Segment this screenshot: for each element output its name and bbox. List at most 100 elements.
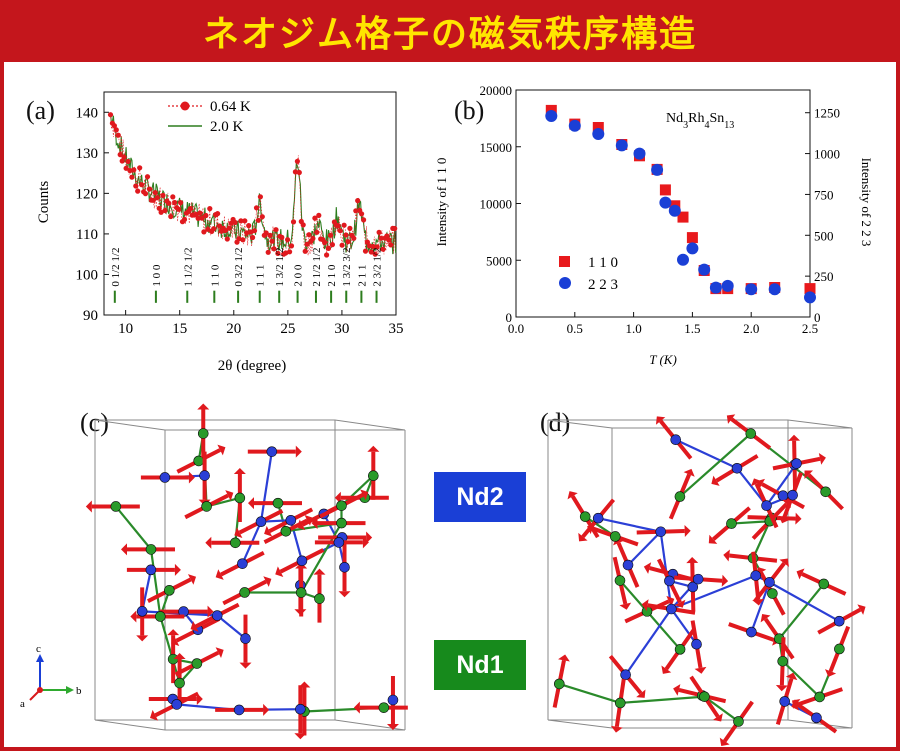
unit-cell-edge bbox=[787, 419, 853, 429]
chart-a-point bbox=[355, 198, 361, 204]
nd2-atom bbox=[664, 575, 675, 587]
spin-arrowhead bbox=[120, 543, 127, 556]
nd1-atom bbox=[336, 517, 347, 529]
chart-a-point bbox=[327, 232, 334, 238]
chart-a-point bbox=[287, 249, 293, 255]
chart-b-point-223 bbox=[633, 147, 646, 160]
spin-arrowhead bbox=[636, 689, 646, 698]
chart-a-xtick-label: 10 bbox=[118, 321, 133, 337]
spin-arrowhead bbox=[334, 491, 341, 504]
spin-arrowhead bbox=[197, 403, 210, 410]
spin-arrowhead bbox=[362, 536, 369, 549]
spin-arrowhead bbox=[683, 468, 695, 477]
spin-arrowhead bbox=[386, 723, 399, 730]
chart-b-title: Nd3Rh4Sn13 bbox=[666, 111, 734, 131]
nd1-bond bbox=[731, 520, 770, 525]
chart-a-point bbox=[133, 183, 139, 189]
chart-a-point bbox=[135, 188, 141, 194]
nd1-atom bbox=[239, 587, 250, 598]
chart-a-point bbox=[178, 200, 184, 206]
chart-a-point bbox=[392, 225, 398, 232]
nd2-bond bbox=[259, 451, 273, 522]
chart-a-point bbox=[156, 205, 162, 211]
chart-a-point bbox=[121, 154, 127, 160]
reflection-label: 2 1/2 1/2 bbox=[311, 247, 323, 286]
nd1-atom bbox=[814, 691, 825, 703]
legend-marker-064k bbox=[180, 101, 190, 111]
spin-arrowhead bbox=[708, 534, 718, 544]
spin-arrowhead bbox=[353, 701, 360, 714]
nd1-atom bbox=[191, 658, 203, 669]
nd1-bond bbox=[752, 520, 771, 559]
nd1-atom bbox=[674, 644, 686, 655]
nd1-bond bbox=[149, 549, 162, 617]
spin-arrowhead bbox=[684, 524, 691, 537]
chart-a-point bbox=[166, 200, 172, 206]
nd2-bond bbox=[597, 517, 661, 533]
chart-a-point bbox=[146, 186, 152, 192]
nd2-atom bbox=[691, 638, 702, 650]
nd2-atom bbox=[233, 704, 245, 716]
chart-a-point bbox=[111, 123, 117, 129]
chart-b-point-110 bbox=[659, 184, 671, 196]
nd2-atom bbox=[692, 573, 704, 585]
chart-b-xlabel: T (K) bbox=[649, 352, 677, 367]
chart-b-ytick-right-label: 1250 bbox=[814, 106, 840, 121]
chart-a-point bbox=[115, 132, 121, 138]
nd2-atom bbox=[811, 712, 822, 724]
chart-b-ytick-label: 15000 bbox=[480, 140, 513, 155]
chart-a-point bbox=[339, 242, 345, 248]
chart-a-point bbox=[361, 217, 367, 223]
chart-a-point bbox=[211, 226, 217, 232]
nd1-atom bbox=[201, 501, 212, 512]
nd1-atom bbox=[336, 500, 347, 511]
chart-a-point bbox=[253, 205, 260, 211]
chart-a-point bbox=[366, 243, 372, 249]
chart-a-point bbox=[207, 206, 213, 212]
spin-arrowhead bbox=[190, 621, 199, 632]
nd1-atom bbox=[295, 587, 307, 598]
panel-label-c: (c) bbox=[80, 408, 109, 437]
nd1-atom bbox=[314, 593, 325, 604]
spin-arrowhead bbox=[215, 569, 224, 580]
nd2-bond bbox=[675, 438, 738, 470]
nd2-atom bbox=[777, 490, 789, 502]
nd2-atom bbox=[764, 576, 775, 588]
chart-b-ytick-right-label: 500 bbox=[814, 228, 834, 243]
spin-arrowhead bbox=[239, 662, 252, 669]
title-banner: ネオジム格子の磁気秩序構造 bbox=[0, 0, 900, 62]
spin-arrowhead bbox=[641, 599, 649, 612]
nd1-atom bbox=[699, 691, 710, 702]
reflection-label: 1 3/2 1/2 bbox=[274, 247, 286, 286]
chart-a-point bbox=[181, 216, 188, 223]
chart-b-ytick-right-label: 0 bbox=[814, 310, 821, 325]
chart-b-ytick-label: 20000 bbox=[480, 83, 513, 98]
chart-a-point bbox=[388, 242, 394, 248]
nd1-bond bbox=[703, 695, 740, 723]
chart-b-point-223 bbox=[698, 263, 711, 276]
nd1-bond bbox=[781, 660, 821, 698]
chart-a-point bbox=[232, 219, 238, 226]
chart-a-point bbox=[372, 251, 378, 257]
nd1-atom bbox=[197, 428, 209, 439]
nd1-bond bbox=[620, 695, 705, 705]
chart-a-point bbox=[176, 206, 182, 212]
spin-arrowhead bbox=[205, 536, 212, 549]
axis-c-label: c bbox=[36, 643, 41, 655]
nd2-atom bbox=[171, 699, 183, 710]
nd1-atom bbox=[834, 643, 845, 655]
nd1-atom bbox=[174, 677, 185, 689]
chart-b-xtick-label: 0.0 bbox=[508, 321, 524, 336]
legend-label-20k: 2.0 K bbox=[210, 119, 244, 135]
nd1-atom bbox=[614, 697, 626, 709]
nd1-atom bbox=[609, 531, 621, 542]
chart-a-point bbox=[310, 235, 316, 242]
spin-arrowhead bbox=[196, 693, 203, 706]
spin-arrowhead bbox=[167, 629, 180, 636]
spin-arrowhead bbox=[217, 444, 226, 456]
chart-a-ytick-label: 120 bbox=[76, 186, 99, 202]
nd1-bond bbox=[558, 682, 621, 705]
nd2-atom bbox=[666, 603, 677, 615]
